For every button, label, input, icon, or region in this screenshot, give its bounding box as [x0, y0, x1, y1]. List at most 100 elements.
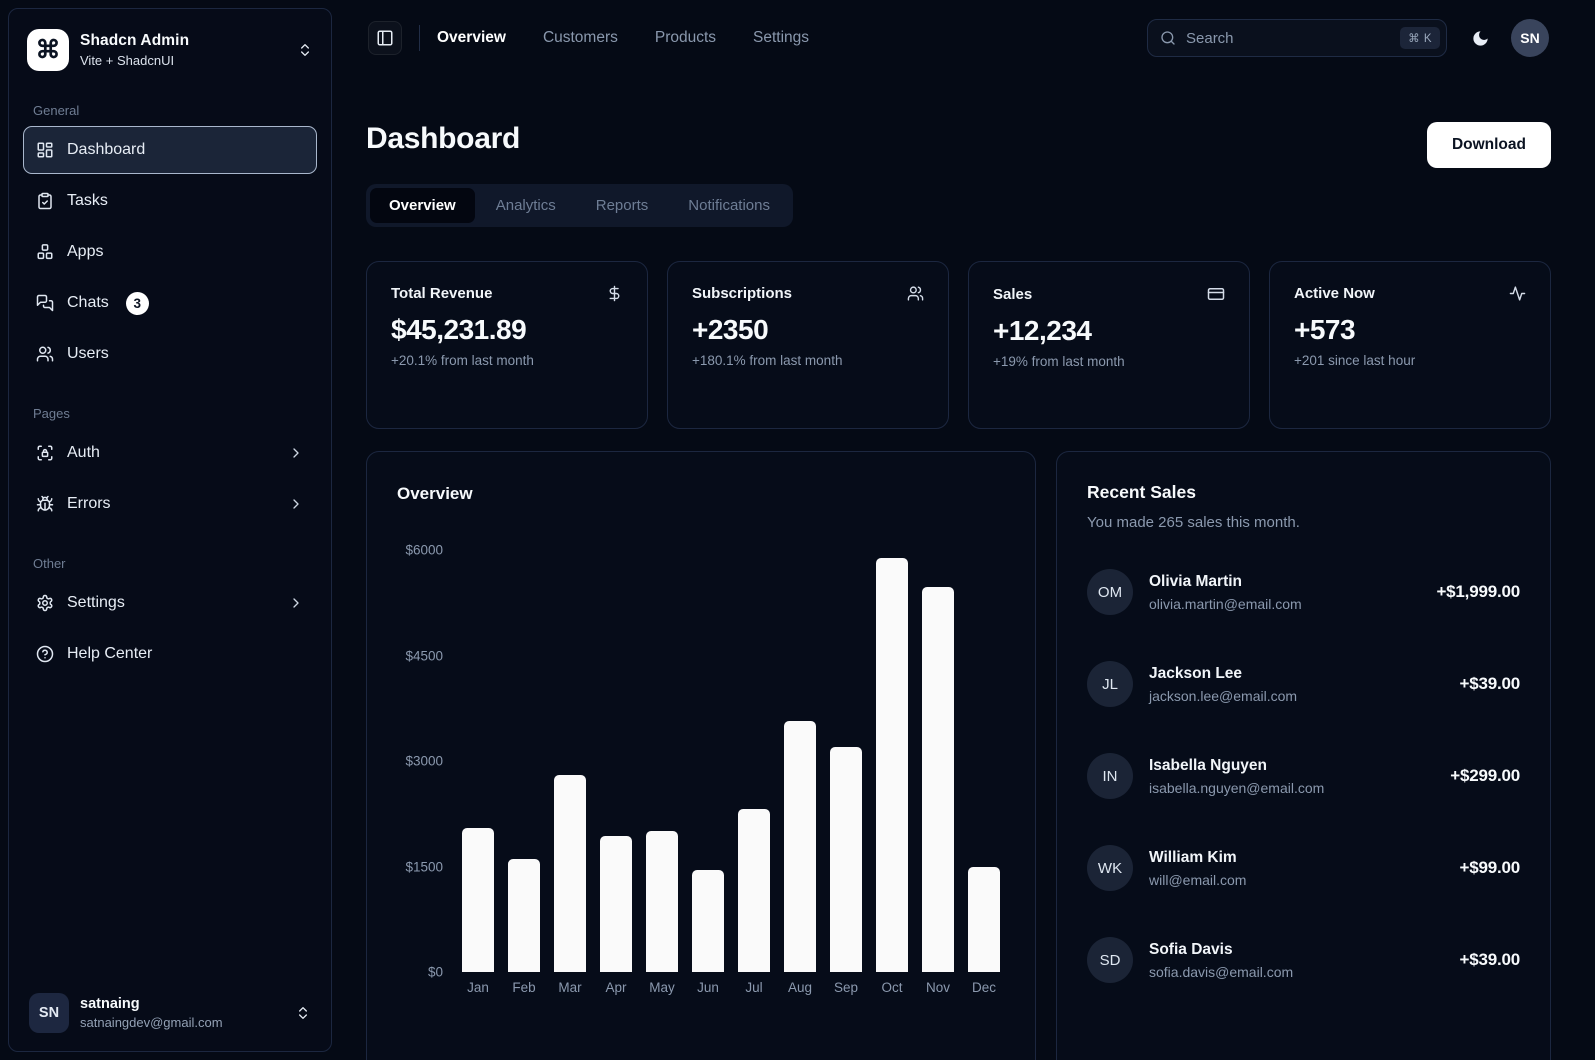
bar-apr: [600, 836, 632, 972]
x-tick-label: Oct: [881, 980, 903, 995]
sidebar-item-tasks[interactable]: Tasks: [23, 177, 317, 225]
top-navbar: Overview Customers Products Settings Sea…: [332, 0, 1595, 76]
y-tick-label: $4500: [405, 648, 443, 663]
tab-overview[interactable]: Overview: [370, 188, 475, 223]
sale-row: JL Jackson Lee jackson.lee@email.com +$3…: [1087, 661, 1520, 707]
nav-link-products[interactable]: Products: [654, 29, 717, 46]
download-button[interactable]: Download: [1426, 122, 1551, 168]
bar-slot-apr: [593, 550, 639, 972]
sidebar-group-general: General Dashboard Tasks Apps Chats 3: [23, 103, 317, 378]
sidebar-item-dashboard[interactable]: Dashboard: [23, 126, 317, 174]
bar-slot-aug: [777, 550, 823, 972]
sidebar-item-users[interactable]: Users: [23, 330, 317, 378]
nav-link-customers[interactable]: Customers: [542, 29, 618, 46]
stat-value: +12,234: [993, 315, 1092, 346]
credit-card-icon: [1207, 285, 1225, 303]
stat-value: +573: [1294, 314, 1356, 345]
users-icon: [36, 345, 54, 363]
sale-row: WK William Kim will@email.com +$99.00: [1087, 845, 1520, 891]
chart-bars: [453, 550, 1009, 972]
sidebar-item-label: Help Center: [67, 645, 153, 662]
x-tick-label: Apr: [605, 980, 627, 995]
bar-slot-jun: [685, 550, 731, 972]
profile-avatar[interactable]: SN: [1511, 19, 1549, 57]
bar-slot-jan: [455, 550, 501, 972]
x-tick-label: Feb: [512, 980, 536, 995]
sidebar-item-label: Chats: [67, 294, 109, 311]
bar-slot-mar: [547, 550, 593, 972]
customer-email: will@email.com: [1149, 871, 1247, 888]
bar-may: [646, 831, 678, 972]
sale-amount: +$1,999.00: [1436, 582, 1520, 601]
customer-name: Olivia Martin: [1149, 572, 1243, 590]
tab-notifications[interactable]: Notifications: [688, 197, 770, 214]
bar-jul: [738, 808, 770, 972]
avatar: WK: [1087, 845, 1133, 891]
chats-icon: [36, 294, 54, 312]
stat-label: Subscriptions: [692, 285, 793, 302]
sidebar-item-errors[interactable]: Errors: [23, 480, 317, 528]
sidebar-group-pages: Pages Auth Errors: [23, 406, 317, 528]
sidebar-item-help-center[interactable]: Help Center: [23, 630, 317, 678]
stat-label: Total Revenue: [391, 285, 493, 302]
sale-amount: +$99.00: [1459, 858, 1520, 877]
stat-card-subscriptions: Subscriptions +2350 +180.1% from last mo…: [667, 261, 949, 429]
search-input[interactable]: Search ⌘ K: [1147, 19, 1447, 57]
stat-card-total-revenue: Total Revenue $45,231.89 +20.1% from las…: [366, 261, 648, 429]
page-content: Dashboard Download Overview Analytics Re…: [332, 76, 1595, 1060]
tab-reports[interactable]: Reports: [595, 197, 649, 214]
moon-icon: [1471, 29, 1490, 48]
y-tick-label: $0: [427, 964, 443, 980]
recent-sales-card: Recent Sales You made 265 sales this mon…: [1056, 451, 1551, 1060]
chart-y-axis: $0 $1500 $3000 $4500 $6000: [391, 543, 453, 980]
group-label: Pages: [33, 406, 70, 421]
group-label: Other: [33, 556, 66, 571]
nav-link-overview[interactable]: Overview: [437, 29, 506, 46]
chats-unread-badge: 3: [125, 291, 149, 315]
sale-row: SD Sofia Davis sofia.davis@email.com +$3…: [1087, 937, 1520, 983]
nav-link-settings[interactable]: Settings: [753, 29, 810, 46]
x-tick-label: Sep: [833, 980, 859, 995]
sidebar-item-label: Tasks: [67, 192, 108, 209]
search-placeholder: Search: [1186, 29, 1234, 47]
dashboard-icon: [36, 141, 54, 159]
sidebar-item-auth[interactable]: Auth: [23, 429, 317, 477]
gear-icon: [36, 594, 54, 612]
search-shortcut-kbd: ⌘ K: [1400, 27, 1440, 49]
stat-cards: Total Revenue $45,231.89 +20.1% from las…: [366, 261, 1551, 429]
sidebar-user-menu[interactable]: SN satnaing satnaingdev@gmail.com: [21, 985, 319, 1041]
customer-name: William Kim: [1149, 848, 1237, 866]
sidebar: ⌘ Shadcn Admin Vite + ShadcnUI General D…: [8, 8, 332, 1052]
sidebar-item-apps[interactable]: Apps: [23, 228, 317, 276]
sidebar-toggle-button[interactable]: [368, 21, 402, 55]
bug-icon: [36, 495, 54, 513]
bar-jan: [462, 827, 494, 972]
x-tick-label: Nov: [925, 980, 950, 995]
bar-slot-dec: [961, 550, 1007, 972]
customer-email: olivia.martin@email.com: [1149, 595, 1302, 612]
sale-row: OM Olivia Martin olivia.martin@email.com…: [1087, 569, 1520, 615]
theme-toggle-button[interactable]: [1461, 19, 1499, 57]
stat-change: +201 since last hour: [1294, 353, 1416, 368]
bar-nov: [922, 587, 954, 972]
tabs-list: Overview Analytics Reports Notifications: [366, 184, 793, 227]
sale-amount: +$39.00: [1459, 674, 1520, 693]
recent-sales-title: Recent Sales: [1087, 482, 1196, 502]
stat-value: $45,231.89: [391, 314, 527, 345]
sidebar-item-chats[interactable]: Chats 3: [23, 279, 317, 327]
team-plan: Vite + ShadcnUI: [80, 53, 175, 68]
sidebar-item-label: Errors: [67, 495, 111, 512]
users-icon: [907, 285, 924, 302]
y-tick-label: $1500: [405, 859, 443, 874]
bar-slot-feb: [501, 550, 547, 972]
page-title: Dashboard: [366, 122, 520, 155]
bar-slot-may: [639, 550, 685, 972]
sidebar-item-label: Users: [67, 345, 109, 362]
recent-sales-list: OM Olivia Martin olivia.martin@email.com…: [1087, 569, 1520, 983]
sidebar-item-settings[interactable]: Settings: [23, 579, 317, 627]
chevrons-up-down-icon: [297, 42, 313, 58]
team-switcher[interactable]: ⌘ Shadcn Admin Vite + ShadcnUI: [23, 21, 317, 79]
stat-label: Sales: [993, 285, 1033, 303]
main-area: Overview Customers Products Settings Sea…: [332, 0, 1595, 1060]
tab-analytics[interactable]: Analytics: [495, 197, 556, 214]
